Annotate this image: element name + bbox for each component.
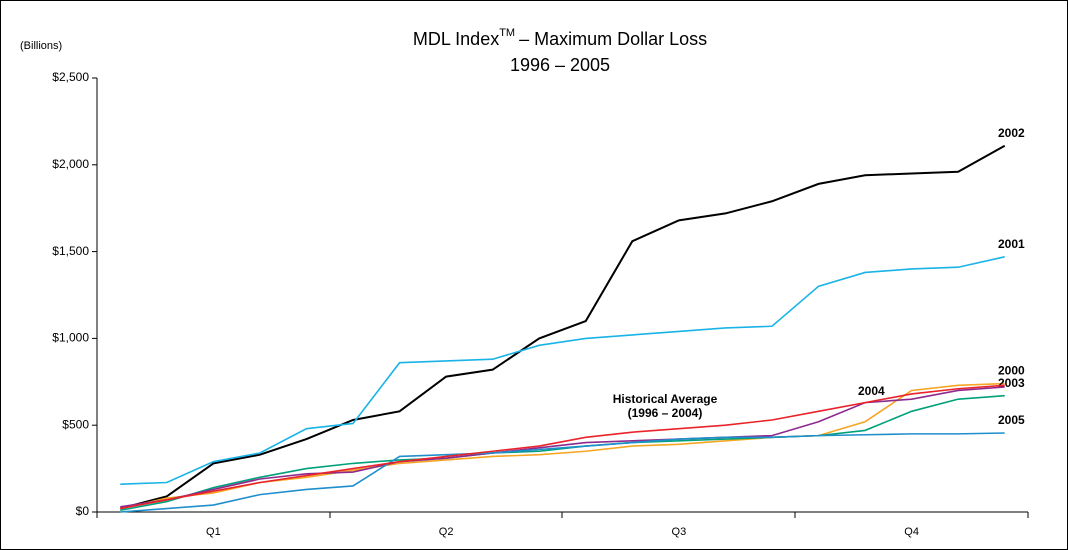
series-line — [120, 256, 1005, 486]
x-tick-label: Q4 — [904, 526, 919, 538]
series-label: 2001 — [998, 237, 1025, 251]
title-main: MDL Index — [413, 29, 499, 49]
x-tick-label: Q1 — [206, 526, 221, 538]
y-tick-label: $2,000 — [52, 157, 89, 171]
series-label: Historical Average — [613, 392, 718, 406]
series-line — [120, 386, 1005, 508]
y-tick-label: $1,000 — [52, 331, 89, 345]
y-tick-label: $500 — [62, 417, 89, 431]
title-rest: – Maximum Dollar Loss — [519, 29, 707, 49]
series-line — [120, 144, 1006, 510]
y-tick-label: $0 — [76, 504, 90, 518]
series-label: 2003 — [998, 376, 1025, 390]
series-line — [120, 394, 1005, 512]
y-axis-label: (Billions) — [20, 40, 62, 52]
series-label: 2002 — [998, 126, 1025, 140]
series-label-note: (1996 – 2004) — [628, 406, 703, 420]
title-superscript: TM — [499, 27, 515, 39]
series-label: 2000 — [998, 364, 1025, 378]
x-tick-label: Q3 — [672, 526, 687, 538]
series-label: 2004 — [858, 384, 885, 398]
series-line — [120, 384, 1005, 510]
chart-subtitle: 1996 – 2005 — [510, 55, 610, 75]
series-line — [120, 432, 1005, 513]
y-tick-label: $2,500 — [52, 70, 89, 84]
y-tick-label: $1,500 — [52, 244, 89, 258]
x-tick-label: Q2 — [439, 526, 454, 538]
series-label: 2005 — [998, 413, 1025, 427]
chart-title: MDL IndexTM – Maximum Dollar Loss — [413, 27, 707, 49]
